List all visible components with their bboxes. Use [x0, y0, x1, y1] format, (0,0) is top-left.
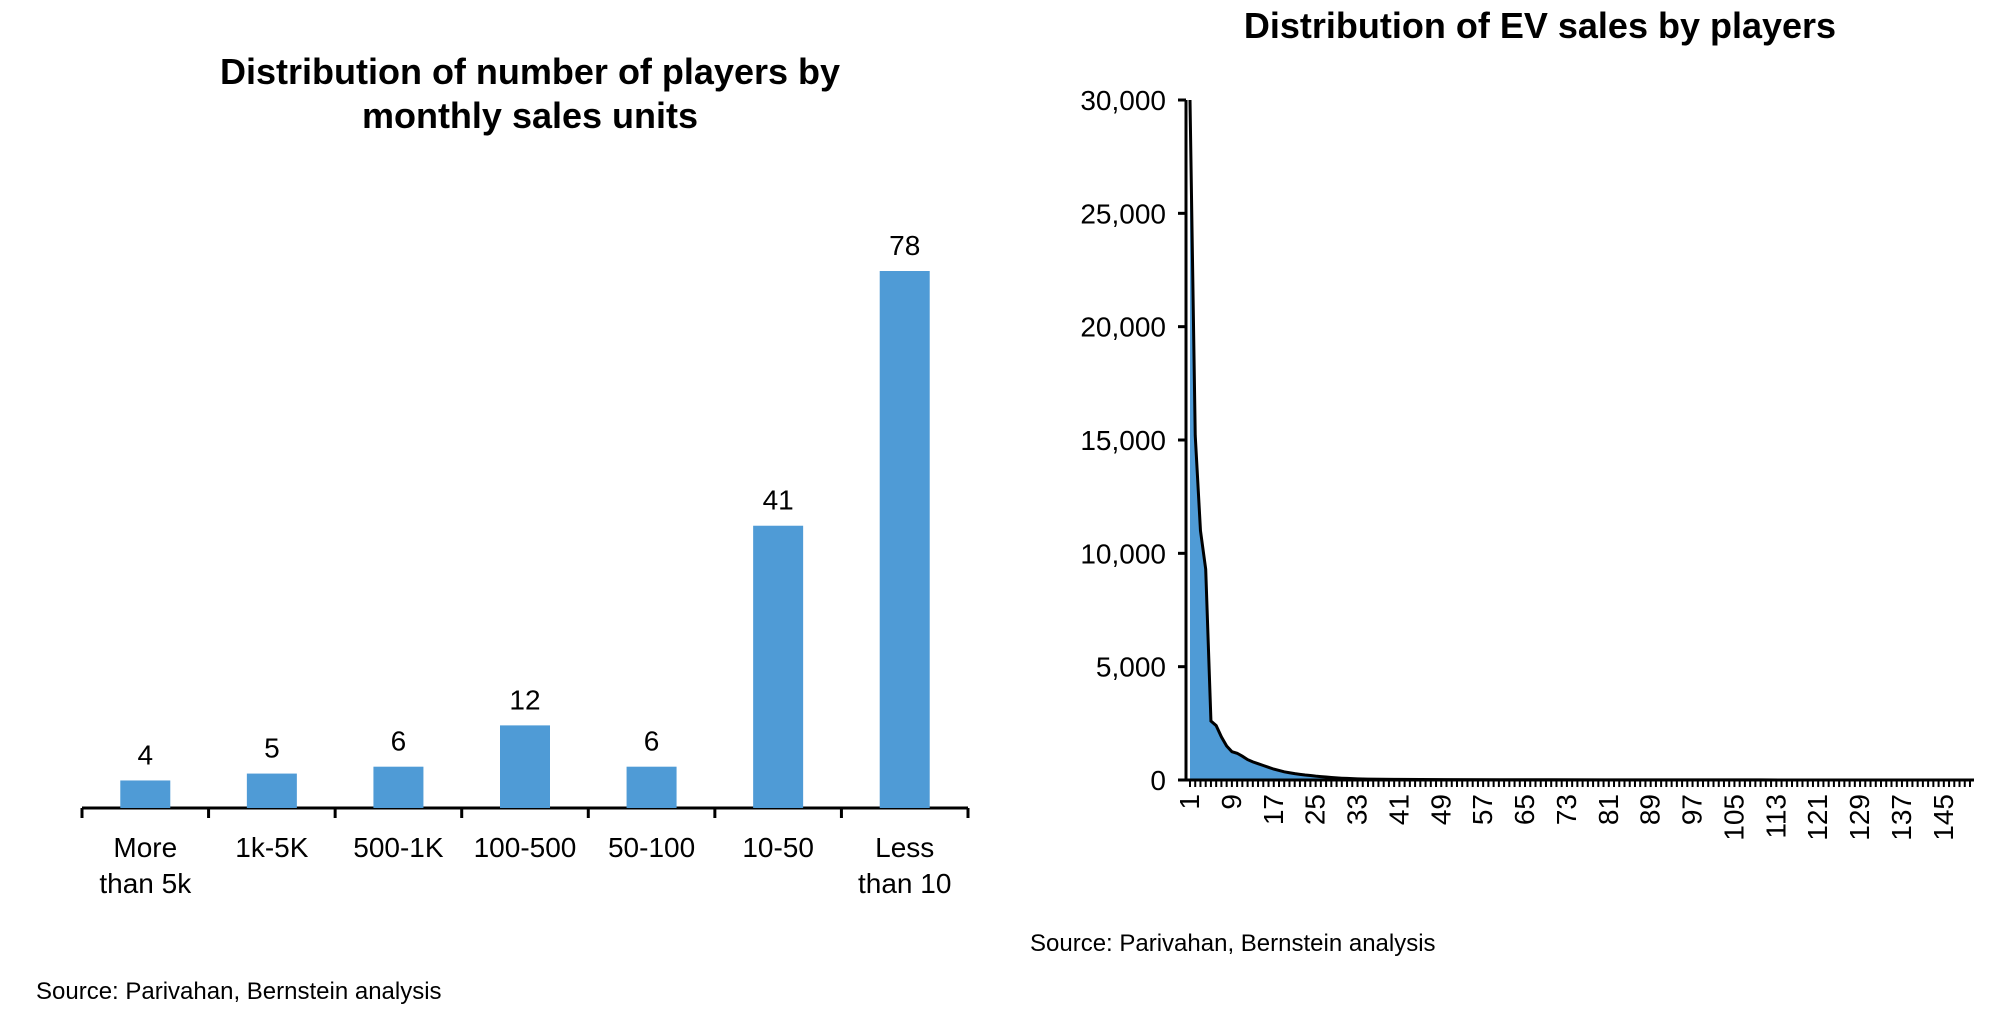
x-tick-label: 9	[1216, 794, 1247, 810]
bar	[500, 725, 550, 808]
bar	[753, 525, 804, 808]
x-tick-label: 73	[1551, 794, 1582, 825]
category-label: Less	[875, 832, 934, 863]
area-line	[1188, 99, 1970, 782]
x-tick-label: 121	[1802, 794, 1833, 841]
category-label: 100-500	[474, 832, 577, 863]
bar	[120, 780, 171, 808]
x-tick-label: 65	[1509, 794, 1540, 825]
category-label: 500-1K	[353, 832, 444, 863]
y-tick-label: 30,000	[1080, 85, 1166, 116]
bar-value-label: 6	[391, 726, 407, 757]
category-label: than 10	[858, 868, 951, 899]
bar	[879, 271, 930, 808]
x-tick-label: 145	[1928, 794, 1959, 841]
x-tick-label: 89	[1635, 794, 1666, 825]
x-tick-label: 137	[1886, 794, 1917, 841]
x-tick-label: 97	[1677, 794, 1708, 825]
bar-chart-players-by-sales: 4 More than 5k 5 1k-5K 6 500-1K 12 100-500 6 50-10…	[80, 230, 970, 899]
bar	[246, 773, 297, 808]
chart1-title-line-2: monthly sales units	[361, 95, 699, 136]
x-tick-label: 41	[1383, 794, 1414, 825]
x-tick-label: 17	[1258, 794, 1289, 825]
chart1-title-line-1: Distribution of number of players by	[219, 51, 841, 92]
category-label: 10-50	[742, 832, 814, 863]
x-tick-label: 81	[1593, 794, 1624, 825]
y-tick-label: 5,000	[1096, 652, 1166, 683]
y-tick-label: 0	[1150, 765, 1166, 796]
x-tick-label: 129	[1844, 794, 1875, 841]
category-label: More	[113, 832, 177, 863]
x-tick-label: 1	[1174, 794, 1205, 810]
x-tick-label: 113	[1760, 794, 1791, 839]
bar-value-label: 6	[644, 726, 660, 757]
bar-value-label: 12	[509, 684, 540, 715]
y-tick-label: 15,000	[1080, 425, 1166, 456]
bar-value-label: 4	[137, 739, 153, 770]
bar-value-label: 41	[763, 485, 794, 516]
area-fill	[1190, 100, 1970, 780]
y-tick-label: 10,000	[1080, 538, 1166, 569]
chart1-title: Distribution of number of players by mon…	[130, 50, 930, 138]
bar-value-label: 78	[889, 230, 920, 261]
bar	[373, 766, 424, 808]
y-tick-label: 25,000	[1080, 198, 1166, 229]
chart2-source: Source: Parivahan, Bernstein analysis	[1030, 930, 1436, 957]
bar-value-label: 5	[264, 733, 280, 764]
bar	[626, 766, 677, 808]
y-tick-label: 20,000	[1080, 312, 1166, 343]
chart1-source: Source: Parivahan, Bernstein analysis	[36, 978, 442, 1005]
x-tick-label: 105	[1718, 794, 1749, 841]
x-tick-label: 33	[1342, 794, 1373, 825]
x-tick-label: 49	[1425, 794, 1456, 825]
category-label: 50-100	[608, 832, 695, 863]
category-label: than 5k	[99, 868, 192, 899]
x-tick-label: 25	[1300, 794, 1331, 825]
x-tick-label: 57	[1467, 794, 1498, 825]
chart2-title: Distribution of EV sales by players	[1243, 5, 1837, 46]
category-label: 1k-5K	[235, 832, 308, 863]
